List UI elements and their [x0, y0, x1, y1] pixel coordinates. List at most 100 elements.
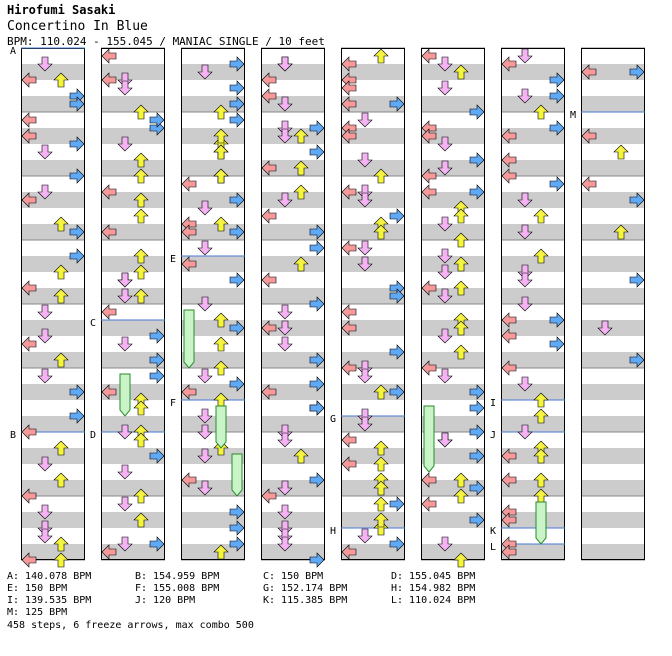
- arrow-up-icon: [373, 520, 389, 536]
- arrow-right-icon: [469, 104, 485, 120]
- arrow-down-icon: [357, 112, 373, 128]
- arrow-down-icon: [277, 520, 293, 536]
- arrow-left-icon: [341, 128, 357, 144]
- arrow-up-icon: [133, 208, 149, 224]
- arrow-down-icon: [197, 424, 213, 440]
- chart-column-8: M: [570, 47, 645, 561]
- arrow-down-icon: [277, 96, 293, 112]
- arrow-left-icon: [421, 128, 437, 144]
- arrow-up-icon: [293, 256, 309, 272]
- arrow-down-icon: [277, 424, 293, 440]
- arrow-down-icon: [37, 144, 53, 160]
- bpm-marker-label: F: [170, 398, 176, 409]
- arrow-left-icon: [181, 384, 197, 400]
- arrow-right-icon: [149, 448, 165, 464]
- arrow-down-icon: [437, 80, 453, 96]
- arrow-right-icon: [229, 536, 245, 552]
- bpm-marker-label: H: [330, 526, 336, 537]
- arrow-down-icon: [277, 480, 293, 496]
- arrow-right-icon: [629, 272, 645, 288]
- arrow-left-icon: [341, 184, 357, 200]
- arrow-down-icon: [37, 368, 53, 384]
- bpm-legend-b: B: 154.959 BPM: [135, 571, 220, 582]
- arrow-up-icon: [133, 432, 149, 448]
- arrow-left-icon: [341, 240, 357, 256]
- arrow-up-icon: [453, 344, 469, 360]
- arrow-down-icon: [357, 192, 373, 208]
- arrow-left-icon: [101, 224, 117, 240]
- arrow-right-icon: [469, 384, 485, 400]
- bpm-marker-label: G: [330, 414, 336, 425]
- arrow-right-icon: [549, 312, 565, 328]
- arrow-down-icon: [37, 328, 53, 344]
- arrow-right-icon: [229, 80, 245, 96]
- arrow-right-icon: [229, 272, 245, 288]
- freeze-arrow: [215, 405, 227, 449]
- arrow-left-icon: [101, 384, 117, 400]
- arrow-down-icon: [277, 504, 293, 520]
- arrow-down-icon: [277, 120, 293, 136]
- arrow-left-icon: [421, 472, 437, 488]
- arrow-right-icon: [309, 552, 325, 568]
- arrow-down-icon: [37, 528, 53, 544]
- arrow-right-icon: [149, 328, 165, 344]
- arrow-left-icon: [261, 88, 277, 104]
- arrow-down-icon: [437, 328, 453, 344]
- arrow-right-icon: [549, 72, 565, 88]
- arrow-right-icon: [69, 96, 85, 112]
- arrow-down-icon: [197, 448, 213, 464]
- arrow-right-icon: [229, 56, 245, 72]
- arrow-up-icon: [533, 472, 549, 488]
- arrow-down-icon: [37, 304, 53, 320]
- arrow-up-icon: [213, 216, 229, 232]
- arrow-left-icon: [501, 312, 517, 328]
- arrow-right-icon: [309, 224, 325, 240]
- arrow-right-icon: [469, 424, 485, 440]
- arrow-down-icon: [437, 288, 453, 304]
- bpm-legend-l: L: 110.024 BPM: [391, 595, 476, 606]
- arrow-down-icon: [117, 464, 133, 480]
- arrow-up-icon: [133, 152, 149, 168]
- arrow-down-icon: [517, 376, 533, 392]
- arrow-right-icon: [309, 376, 325, 392]
- arrow-up-icon: [453, 208, 469, 224]
- freeze-arrow: [535, 501, 547, 545]
- arrow-down-icon: [277, 128, 293, 144]
- arrow-up-icon: [133, 168, 149, 184]
- bpm-legend-i: I: 139.535 BPM: [7, 595, 92, 606]
- arrow-up-icon: [133, 248, 149, 264]
- bpm-legend-f: F: 155.008 BPM: [135, 583, 220, 594]
- arrow-down-icon: [437, 248, 453, 264]
- arrow-down-icon: [197, 408, 213, 424]
- bpm-marker-label: B: [10, 430, 16, 441]
- arrow-right-icon: [149, 112, 165, 128]
- arrow-up-icon: [533, 392, 549, 408]
- arrow-up-icon: [53, 264, 69, 280]
- arrow-down-icon: [277, 304, 293, 320]
- arrow-down-icon: [357, 256, 373, 272]
- arrow-right-icon: [389, 344, 405, 360]
- arrow-left-icon: [341, 456, 357, 472]
- arrow-down-icon: [357, 184, 373, 200]
- arrow-up-icon: [373, 440, 389, 456]
- arrow-right-icon: [629, 64, 645, 80]
- arrow-right-icon: [149, 368, 165, 384]
- arrow-up-icon: [533, 448, 549, 464]
- arrow-up-icon: [53, 552, 69, 568]
- freeze-arrow: [423, 405, 435, 473]
- arrow-left-icon: [21, 72, 37, 88]
- arrow-down-icon: [117, 136, 133, 152]
- arrow-up-icon: [293, 184, 309, 200]
- arrow-right-icon: [229, 224, 245, 240]
- arrow-left-icon: [501, 544, 517, 560]
- arrow-up-icon: [373, 224, 389, 240]
- arrow-right-icon: [469, 400, 485, 416]
- chart-column-2: CD: [90, 47, 165, 561]
- arrow-up-icon: [213, 104, 229, 120]
- arrow-up-icon: [53, 352, 69, 368]
- arrow-left-icon: [341, 360, 357, 376]
- arrow-up-icon: [133, 400, 149, 416]
- arrow-left-icon: [21, 280, 37, 296]
- arrow-down-icon: [437, 136, 453, 152]
